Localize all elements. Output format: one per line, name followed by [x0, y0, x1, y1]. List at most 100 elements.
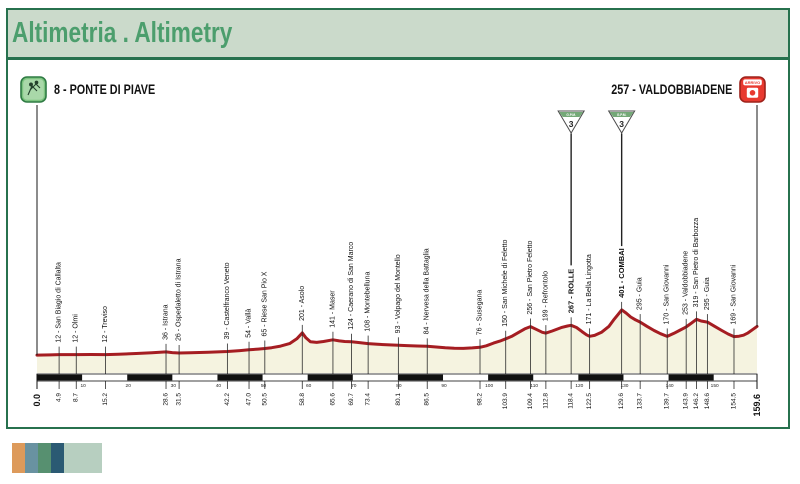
waypoint-km: 109.4: [527, 393, 534, 410]
waypoint-label: 124 - Caerano di San Marco: [348, 242, 355, 330]
km-scale-black-block: [578, 374, 624, 381]
km-decade-label: 110: [530, 383, 538, 389]
waypoint-label: 141 - Maser: [329, 290, 336, 328]
waypoint-km: 143.9: [683, 393, 690, 410]
start-endpoint: 8 - PONTE DI PIAVE: [20, 76, 181, 103]
waypoint-km: 4.9: [56, 393, 63, 402]
waypoint-label: 267 - ROLLE: [567, 269, 576, 314]
waypoint-label: 12 - San Biagio di Callalta: [56, 262, 63, 343]
waypoint-km: 69.7: [348, 393, 355, 406]
waypoint-label: 171 - La Bella Lingotta: [586, 254, 593, 324]
km-decade-label: 120: [575, 383, 583, 389]
waypoint-label: 84 - Nervesa della Battaglia: [424, 248, 431, 334]
waypoint-km: 86.5: [424, 393, 431, 406]
waypoint-label: 319 - San Pietro di Barbozza: [693, 218, 700, 308]
km-decade-label: 100: [485, 383, 493, 389]
start-icon: [20, 76, 47, 103]
waypoint-km: 118.4: [568, 393, 575, 409]
arrivo-banner-text: ARRIVO: [745, 80, 761, 85]
waypoint-km: 58.8: [299, 393, 306, 406]
brand-swatch: [51, 443, 64, 473]
waypoint-label: 108 - Montebelluna: [365, 272, 372, 332]
waypoint-km: 122.5: [586, 393, 593, 410]
gpm-category-number: 3: [569, 119, 574, 129]
waypoint-label: 401 - COMBAI: [617, 248, 626, 298]
waypoint-label: 199 - Refrontolo: [542, 271, 549, 321]
km-decade-label: 40: [216, 383, 222, 389]
waypoint-label: 39 - Castelfranco Veneto: [224, 262, 231, 339]
profile-area-fill: [37, 309, 757, 373]
km-decade-label: 150: [711, 383, 719, 389]
km-decade-label: 60: [306, 383, 312, 389]
finish-icon: ARRIVO: [739, 76, 766, 103]
gpm-category-number: 3: [619, 119, 624, 129]
brand-swatch: [38, 443, 51, 473]
brand-swatch: [12, 443, 25, 473]
finish-km-value: 159.6: [752, 394, 762, 417]
gpm-band-label: G.P.M.: [617, 113, 627, 117]
waypoint-km: 47.0: [246, 393, 253, 406]
waypoint-label: 12 - Treviso: [102, 306, 109, 343]
km-decade-label: 50: [261, 383, 267, 389]
km-decade-label: 130: [620, 383, 628, 389]
km-decade-label: 80: [396, 383, 402, 389]
waypoint-km: 148.6: [704, 393, 711, 410]
waypoint-km: 98.2: [477, 393, 484, 406]
title-divider: [8, 57, 788, 60]
start-km-value: 0.0: [32, 394, 42, 407]
waypoint-label: 201 - Asolo: [299, 286, 306, 321]
waypoint-label: 76 - Susegana: [477, 290, 484, 336]
waypoint-km: 50.5: [261, 393, 268, 406]
brand-swatches: [12, 443, 102, 473]
waypoint-km: 73.4: [365, 393, 372, 406]
km-decade-label: 10: [80, 383, 86, 389]
waypoint-km: 8.7: [73, 393, 80, 402]
waypoint-label: 65 - Riese San Pio X: [261, 271, 268, 336]
waypoint-label: 93 - Volpago del Montello: [395, 254, 402, 333]
waypoint-km: 31.5: [176, 393, 183, 406]
km-scale-black-block: [488, 374, 534, 381]
waypoint-label: 253 - Valdobbiadene: [683, 251, 690, 315]
waypoint-label: 36 - Istrana: [163, 304, 170, 340]
waypoint-km: 154.5: [730, 393, 737, 410]
km-decade-label: 30: [171, 383, 177, 389]
waypoint-label: 256 - San Pietro Feletto: [527, 241, 534, 315]
km-scale-black-block: [307, 374, 353, 381]
waypoint-km: 65.6: [329, 393, 336, 406]
waypoint-km: 28.6: [163, 393, 170, 406]
finish-label: 257 - VALDOBBIADENE: [610, 82, 732, 97]
waypoint-km: 133.7: [637, 393, 644, 410]
waypoint-km: 80.1: [395, 393, 402, 406]
page-title: Altimetria . Altimetry: [12, 17, 233, 49]
waypoint-label: 26 - Ospedaletto di Istrana: [176, 258, 183, 341]
km-decade-label: 70: [351, 383, 357, 389]
waypoint-km: 129.6: [618, 393, 625, 410]
waypoint-label: 54 - Vallà: [246, 309, 253, 338]
km-scale-black-block: [668, 374, 714, 381]
profile-line: [35, 308, 759, 357]
gpm-triangle-band: [609, 112, 634, 117]
waypoint-km: 139.7: [664, 393, 671, 410]
start-label: 8 - PONTE DI PIAVE: [54, 82, 156, 97]
km-scale-black-block: [127, 374, 173, 381]
km-decade-label: 90: [441, 383, 447, 389]
brand-swatch: [25, 443, 38, 473]
km-scale-black-block: [217, 374, 263, 381]
waypoint-label: 150 - San Michele di Feletto: [502, 239, 509, 326]
gpm-triangle-band: [559, 112, 584, 117]
km-decade-label: 140: [666, 383, 674, 389]
waypoint-label: 12 - Olmi: [73, 314, 80, 343]
waypoint-label: 170 - San Giovanni: [664, 264, 671, 324]
brand-swatch: [64, 443, 102, 473]
km-scale-black-block: [397, 374, 444, 381]
waypoint-km: 146.2: [693, 393, 700, 410]
waypoint-km: 15.2: [102, 393, 109, 406]
title-band: Altimetria . Altimetry: [8, 10, 788, 57]
finish-endpoint: 257 - VALDOBBIADENE ARRIVO: [581, 76, 766, 103]
km-decade-label: 20: [126, 383, 132, 389]
waypoint-label: 295 - Guia: [637, 277, 644, 310]
waypoint-km: 103.9: [502, 393, 509, 410]
waypoint-km: 42.2: [224, 393, 231, 406]
